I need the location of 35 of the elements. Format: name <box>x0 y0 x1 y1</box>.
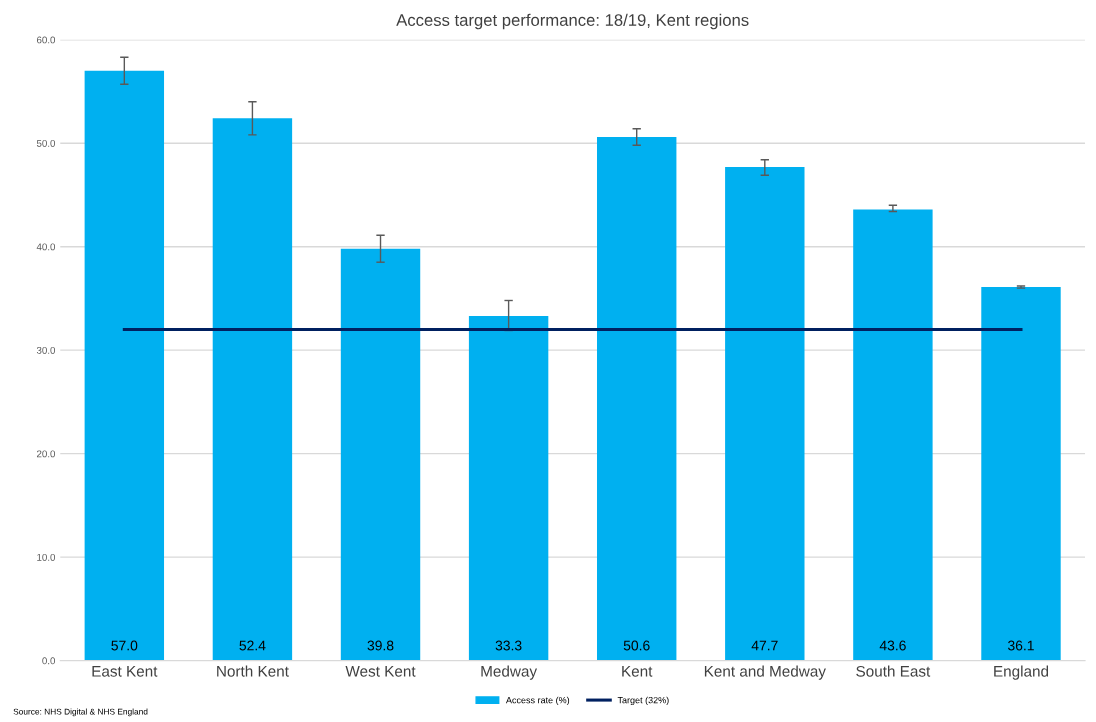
x-tick-label: Kent <box>622 666 653 677</box>
bar <box>597 136 677 661</box>
bar <box>340 248 421 661</box>
bar <box>725 167 805 661</box>
x-tick-label: West Kent <box>345 666 416 677</box>
y-tick-label: 30.0 <box>36 346 56 354</box>
data-label: 50.6 <box>623 640 650 651</box>
data-label: 36.1 <box>1008 640 1034 651</box>
x-tick-label: North Kent <box>217 665 289 677</box>
data-label: 33.3 <box>495 640 522 651</box>
y-tick-label: 60.0 <box>36 36 56 44</box>
data-label: 52.4 <box>239 640 266 651</box>
x-tick-label: South East <box>856 665 931 677</box>
source-note: Source: NHS Digital & NHS England <box>13 708 148 717</box>
bar <box>981 287 1061 661</box>
bar <box>84 70 165 661</box>
y-tick-label: 0.0 <box>42 657 56 665</box>
bar <box>212 118 293 661</box>
bar <box>853 209 933 661</box>
x-tick-label: Kent and Medway <box>704 665 826 680</box>
legend-label: Target (32%) <box>617 696 669 706</box>
y-tick-label: 10.0 <box>37 553 56 561</box>
y-tick-label: 50.0 <box>36 139 56 147</box>
x-tick-label: East Kent <box>92 666 158 677</box>
y-tick-label: 40.0 <box>36 243 56 251</box>
legend-label: Access rate (%) <box>505 696 570 706</box>
chart-title: Access target performance: 18/19, Kent regions <box>396 13 749 30</box>
data-label: 39.8 <box>367 640 394 651</box>
bar <box>468 316 549 661</box>
x-tick-label: Medway <box>481 665 538 680</box>
data-label: 57.0 <box>111 640 138 651</box>
data-label: 43.6 <box>879 640 906 651</box>
y-tick-label: 20.0 <box>36 450 56 458</box>
x-tick-label: England <box>994 665 1049 680</box>
data-label: 47.7 <box>751 640 778 651</box>
